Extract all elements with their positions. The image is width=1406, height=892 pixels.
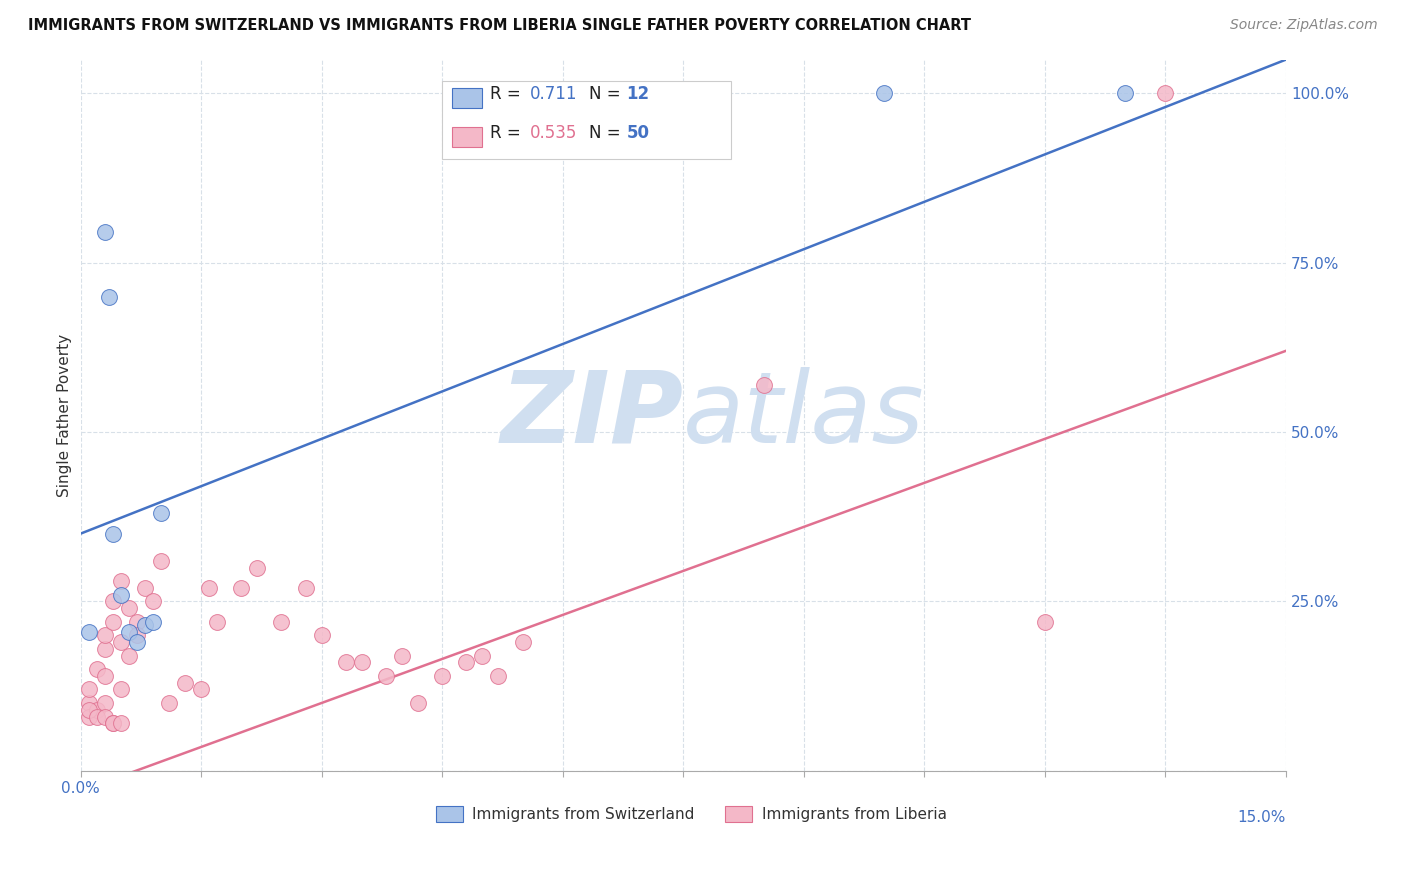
Text: atlas: atlas xyxy=(683,367,925,464)
Y-axis label: Single Father Poverty: Single Father Poverty xyxy=(58,334,72,497)
Text: N =: N = xyxy=(589,85,626,103)
Point xyxy=(110,588,132,602)
Point xyxy=(77,709,100,723)
Point xyxy=(110,635,132,649)
Point xyxy=(101,716,124,731)
Text: N =: N = xyxy=(589,124,626,142)
Point xyxy=(110,682,132,697)
Point xyxy=(86,703,108,717)
Point xyxy=(118,624,141,639)
Point xyxy=(752,377,775,392)
Point xyxy=(198,581,221,595)
Point xyxy=(93,628,115,642)
Point xyxy=(174,675,197,690)
Point xyxy=(77,624,100,639)
Point xyxy=(294,581,316,595)
Point xyxy=(110,574,132,588)
Text: 0.535: 0.535 xyxy=(530,124,578,142)
Point xyxy=(149,507,172,521)
Point xyxy=(311,628,333,642)
Point xyxy=(1114,87,1136,101)
Point xyxy=(205,615,228,629)
Text: 50: 50 xyxy=(627,124,650,142)
Point xyxy=(77,682,100,697)
FancyBboxPatch shape xyxy=(451,88,482,108)
Point xyxy=(149,554,172,568)
Text: Immigrants from Switzerland: Immigrants from Switzerland xyxy=(472,806,695,822)
Point xyxy=(1033,615,1056,629)
FancyBboxPatch shape xyxy=(725,806,752,822)
Point xyxy=(93,641,115,656)
Text: Source: ZipAtlas.com: Source: ZipAtlas.com xyxy=(1230,18,1378,32)
Text: R =: R = xyxy=(491,124,526,142)
Point xyxy=(391,648,413,663)
Text: 12: 12 xyxy=(627,85,650,103)
Point xyxy=(134,581,156,595)
Point xyxy=(246,560,269,574)
Point xyxy=(77,703,100,717)
Text: Immigrants from Liberia: Immigrants from Liberia xyxy=(762,806,946,822)
Point xyxy=(142,615,165,629)
Point xyxy=(93,709,115,723)
Point xyxy=(125,628,148,642)
Point xyxy=(157,696,180,710)
FancyBboxPatch shape xyxy=(451,128,482,147)
FancyBboxPatch shape xyxy=(436,806,463,822)
Point xyxy=(134,618,156,632)
Point xyxy=(93,225,115,239)
FancyBboxPatch shape xyxy=(441,81,731,159)
Point xyxy=(350,656,373,670)
Point xyxy=(142,594,165,608)
Point xyxy=(86,709,108,723)
Point xyxy=(1154,87,1177,101)
Point xyxy=(270,615,292,629)
Point xyxy=(406,696,429,710)
Point xyxy=(101,526,124,541)
Point xyxy=(118,648,141,663)
Point xyxy=(97,290,120,304)
Point xyxy=(486,669,509,683)
Point xyxy=(374,669,396,683)
Point xyxy=(335,656,357,670)
Text: 15.0%: 15.0% xyxy=(1237,810,1286,825)
Point xyxy=(456,656,478,670)
Point xyxy=(430,669,453,683)
Point xyxy=(110,716,132,731)
Point xyxy=(873,87,896,101)
Text: IMMIGRANTS FROM SWITZERLAND VS IMMIGRANTS FROM LIBERIA SINGLE FATHER POVERTY COR: IMMIGRANTS FROM SWITZERLAND VS IMMIGRANT… xyxy=(28,18,972,33)
Text: ZIP: ZIP xyxy=(501,367,683,464)
Point xyxy=(190,682,212,697)
Point xyxy=(77,696,100,710)
Point xyxy=(125,615,148,629)
Point xyxy=(512,635,534,649)
Point xyxy=(118,601,141,615)
Point xyxy=(471,648,494,663)
Point xyxy=(101,615,124,629)
Point xyxy=(93,696,115,710)
Point xyxy=(125,635,148,649)
Text: 0.711: 0.711 xyxy=(530,85,578,103)
Point xyxy=(86,662,108,676)
Point xyxy=(231,581,253,595)
Point xyxy=(101,594,124,608)
Text: R =: R = xyxy=(491,85,526,103)
Point xyxy=(101,716,124,731)
Point xyxy=(93,669,115,683)
